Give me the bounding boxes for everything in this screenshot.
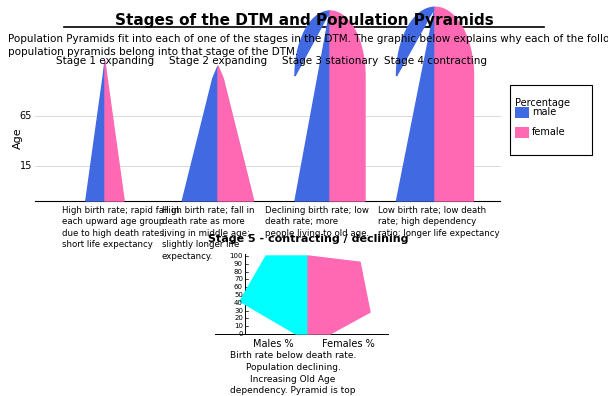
Text: 30: 30 <box>234 308 243 314</box>
Text: male: male <box>532 107 556 117</box>
Text: Percentage: Percentage <box>515 98 570 108</box>
Text: 60: 60 <box>234 284 243 290</box>
Text: female: female <box>532 127 565 137</box>
Text: Age: Age <box>13 128 23 149</box>
Text: 100: 100 <box>229 253 243 259</box>
Polygon shape <box>86 61 105 201</box>
Text: 0: 0 <box>238 331 243 337</box>
Text: 15: 15 <box>19 161 32 171</box>
Polygon shape <box>435 7 474 201</box>
Text: Stages of the DTM and Population Pyramids: Stages of the DTM and Population Pyramid… <box>115 13 493 28</box>
Text: 50: 50 <box>234 292 243 298</box>
Polygon shape <box>218 66 254 201</box>
Text: Low birth rate; low death
rate; high dependency
ratio; longer life expectancy: Low birth rate; low death rate; high dep… <box>378 206 500 238</box>
Text: Declining birth rate; low
death rate; more
people living to old age.: Declining birth rate; low death rate; mo… <box>265 206 369 238</box>
Text: 40: 40 <box>234 300 243 306</box>
Text: Stage 1 expanding: Stage 1 expanding <box>56 56 154 66</box>
Polygon shape <box>330 11 365 201</box>
Text: Stage 2 expanding: Stage 2 expanding <box>169 56 267 66</box>
Polygon shape <box>182 66 218 201</box>
Text: Birth rate below death rate.
Population declining.
Increasing Old Age
dependency: Birth rate below death rate. Population … <box>230 351 356 396</box>
Bar <box>515 127 529 138</box>
Polygon shape <box>295 11 330 201</box>
Text: Males %: Males % <box>253 339 293 349</box>
Polygon shape <box>240 256 308 334</box>
Polygon shape <box>308 256 370 334</box>
Text: 65: 65 <box>19 111 32 121</box>
Text: Stage 5 - contracting / declining: Stage 5 - contracting / declining <box>208 234 408 244</box>
Text: 80: 80 <box>234 268 243 274</box>
FancyBboxPatch shape <box>510 85 592 155</box>
Text: Females %: Females % <box>322 339 375 349</box>
Text: High birth rate; rapid fall in
each upward age group
due to high death rates;
sh: High birth rate; rapid fall in each upwa… <box>62 206 179 249</box>
Polygon shape <box>396 7 435 201</box>
Text: 70: 70 <box>234 276 243 282</box>
Text: High birth rate; fall in
death rate as more
living in middle age;
slightly longe: High birth rate; fall in death rate as m… <box>162 206 255 261</box>
Polygon shape <box>105 61 124 201</box>
Text: 20: 20 <box>234 315 243 322</box>
Text: Population Pyramids fit into each of one of the stages in the DTM. The graphic b: Population Pyramids fit into each of one… <box>8 34 608 57</box>
Bar <box>515 107 529 118</box>
Text: Stage 4 contracting: Stage 4 contracting <box>384 56 486 66</box>
Text: Stage 3 stationary: Stage 3 stationary <box>282 56 378 66</box>
Text: 90: 90 <box>234 261 243 267</box>
Text: 10: 10 <box>234 323 243 329</box>
